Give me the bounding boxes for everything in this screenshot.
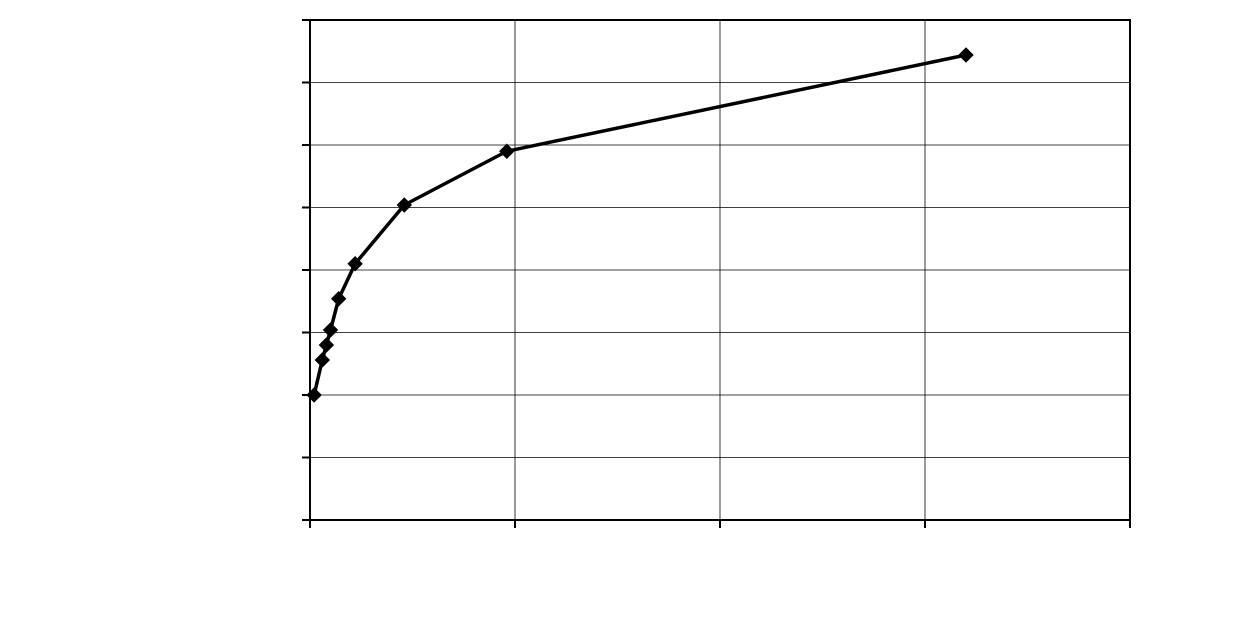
plot-svg — [0, 0, 1240, 620]
chart-container: NORMALIZEDNEARCOUNT RATE NORMALIZED FAR … — [0, 0, 1240, 620]
